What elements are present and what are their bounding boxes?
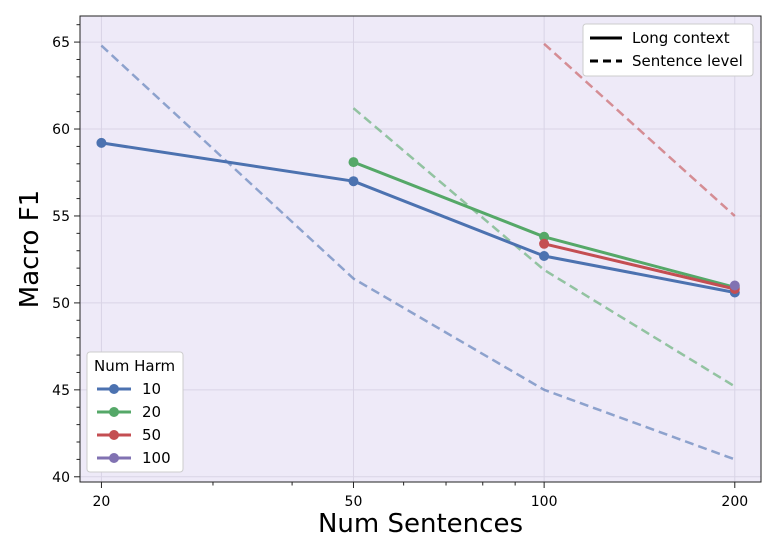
long-context-line-harm-10 <box>101 141 736 294</box>
plot-frame <box>79 15 762 483</box>
legend-entry-label: 10 <box>142 380 161 398</box>
series <box>96 42 740 461</box>
sentence-level-line-harm-20 <box>352 107 736 388</box>
x-tick-label: 100 <box>531 494 558 510</box>
data-point <box>539 251 550 261</box>
series-solid-harm-10 <box>96 137 740 298</box>
y-tick-label: 50 <box>52 296 70 312</box>
legend-entry-label: Long context <box>632 29 730 47</box>
legend-marker <box>109 430 119 440</box>
axis-ticks: 20 50 100 200 40 45 50 55 60 65 <box>52 35 748 510</box>
data-point <box>539 238 550 249</box>
y-tick-label: 40 <box>52 470 70 486</box>
series-dashed-harm-20 <box>352 107 736 388</box>
legend-title: Num Harm <box>94 357 175 375</box>
data-point <box>729 280 740 291</box>
series-dashed-harm-50 <box>543 42 736 217</box>
y-tick-label: 60 <box>52 122 70 138</box>
legend-entry-label: 20 <box>142 403 161 421</box>
x-tick-label: 200 <box>721 494 748 510</box>
x-tick-label: 20 <box>93 494 111 510</box>
legend-box <box>86 351 184 473</box>
data-point <box>539 231 550 242</box>
style-legend: Long context Sentence level <box>582 23 754 77</box>
color-legend: Num Harm 10 20 50 100 <box>86 351 184 473</box>
legend-marker <box>109 407 119 417</box>
series-solid-harm-100 <box>729 280 740 291</box>
y-tick-label: 45 <box>52 383 70 399</box>
legend-box <box>582 23 754 77</box>
legend-entry-label: Sentence level <box>632 52 743 70</box>
y-axis-title: Macro F1 <box>15 190 45 308</box>
data-point <box>348 157 359 168</box>
y-tick-label: 65 <box>52 35 70 51</box>
x-axis-title: Num Sentences <box>318 509 523 539</box>
long-context-line-harm-50 <box>543 242 736 291</box>
plot-area <box>80 16 761 482</box>
sentence-level-line-harm-50 <box>543 42 736 217</box>
data-point <box>348 176 359 187</box>
data-point <box>96 137 107 148</box>
y-tick-label: 55 <box>52 209 70 225</box>
minor-ticks <box>76 24 516 486</box>
x-tick-label: 50 <box>345 494 363 510</box>
legend-entry-label: 100 <box>142 449 171 467</box>
legend-entry-label: 50 <box>142 426 161 444</box>
legend-marker <box>109 384 119 394</box>
legend-marker <box>109 453 119 463</box>
